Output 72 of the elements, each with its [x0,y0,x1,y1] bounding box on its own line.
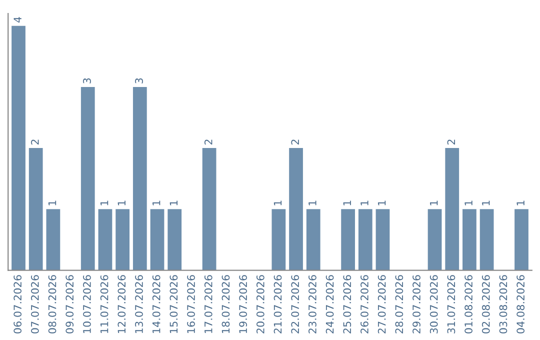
bar [46,209,60,270]
data-label: 2 [291,140,299,145]
bar [28,148,43,270]
bar [202,148,216,270]
data-label: 3 [135,78,143,84]
data-label: 1 [343,200,351,206]
x-tick-label: 07.07.2026 [30,275,39,334]
bar [445,148,460,270]
data-label: 4 [14,17,22,23]
data-label: 1 [152,200,160,206]
bar [98,209,112,270]
data-label: 1 [118,200,126,206]
x-tick-label: 29.07.2026 [412,275,420,334]
data-label: 1 [482,200,490,206]
bar [358,209,372,270]
data-label: 1 [48,200,56,206]
data-label: 2 [30,140,39,145]
x-tick-label: 12.07.2026 [118,275,126,333]
x-tick-label: 01.08.2026 [464,275,472,334]
x-tick-label: 30.07.2026 [430,275,438,334]
x-tick-label: 06.07.2026 [14,275,22,334]
x-tick-label: 24.07.2026 [326,275,334,334]
x-tick-label: 23.07.2026 [308,275,316,334]
bar [306,209,320,270]
bar [80,86,95,270]
data-label: 1 [308,200,316,206]
x-tick-label: 16.07.2026 [187,275,195,333]
data-label: 2 [204,140,212,145]
data-label: 1 [274,200,282,206]
x-tick-label: 17.07.2026 [204,275,212,333]
data-label: 1 [430,200,438,206]
bar [514,209,528,270]
bar [132,86,147,270]
data-label: 1 [360,200,368,206]
data-label: 1 [378,200,386,206]
bar [150,209,164,270]
x-tick-label: 03.08.2026 [499,275,508,334]
bar [428,209,442,270]
x-tick-label: 28.07.2026 [395,275,404,334]
x-tick-label: 13.07.2026 [135,275,143,333]
bar [480,209,494,270]
x-tick-label: 08.07.2026 [48,275,56,334]
data-label: 1 [516,200,524,206]
x-tick-label: 19.07.2026 [239,275,248,333]
x-tick-label: 25.07.2026 [343,275,352,334]
x-tick-label: 21.07.2026 [274,275,282,334]
x-tick-label: 15.07.2026 [170,275,178,333]
data-label: 1 [170,200,178,206]
x-tick-label: 20.07.2026 [256,275,264,334]
bar [272,209,286,270]
x-tick-label: 31.07.2026 [447,275,456,334]
bar [341,209,355,270]
x-tick-label: 10.07.2026 [83,275,91,333]
bar [462,209,476,270]
bar [12,26,26,270]
x-tick-label: 22.07.2026 [291,275,300,334]
x-tick-label: 27.07.2026 [378,275,386,334]
x-tick-label: 04.08.2026 [516,275,525,334]
x-tick-label: 09.07.2026 [66,275,74,334]
data-label: 1 [464,200,472,206]
bar [376,209,390,270]
data-label: 3 [83,78,91,84]
bar [168,209,182,270]
x-tick-label: 11.07.2026 [100,275,108,333]
x-tick-label: 02.08.2026 [482,275,490,334]
data-label: 1 [100,200,108,206]
x-tick-label: 14.07.2026 [152,275,160,333]
bar [116,209,130,270]
x-tick-label: 18.07.2026 [222,275,230,333]
x-tick-label: 26.07.2026 [360,275,368,334]
bar [289,148,303,270]
data-label: 2 [447,140,455,145]
